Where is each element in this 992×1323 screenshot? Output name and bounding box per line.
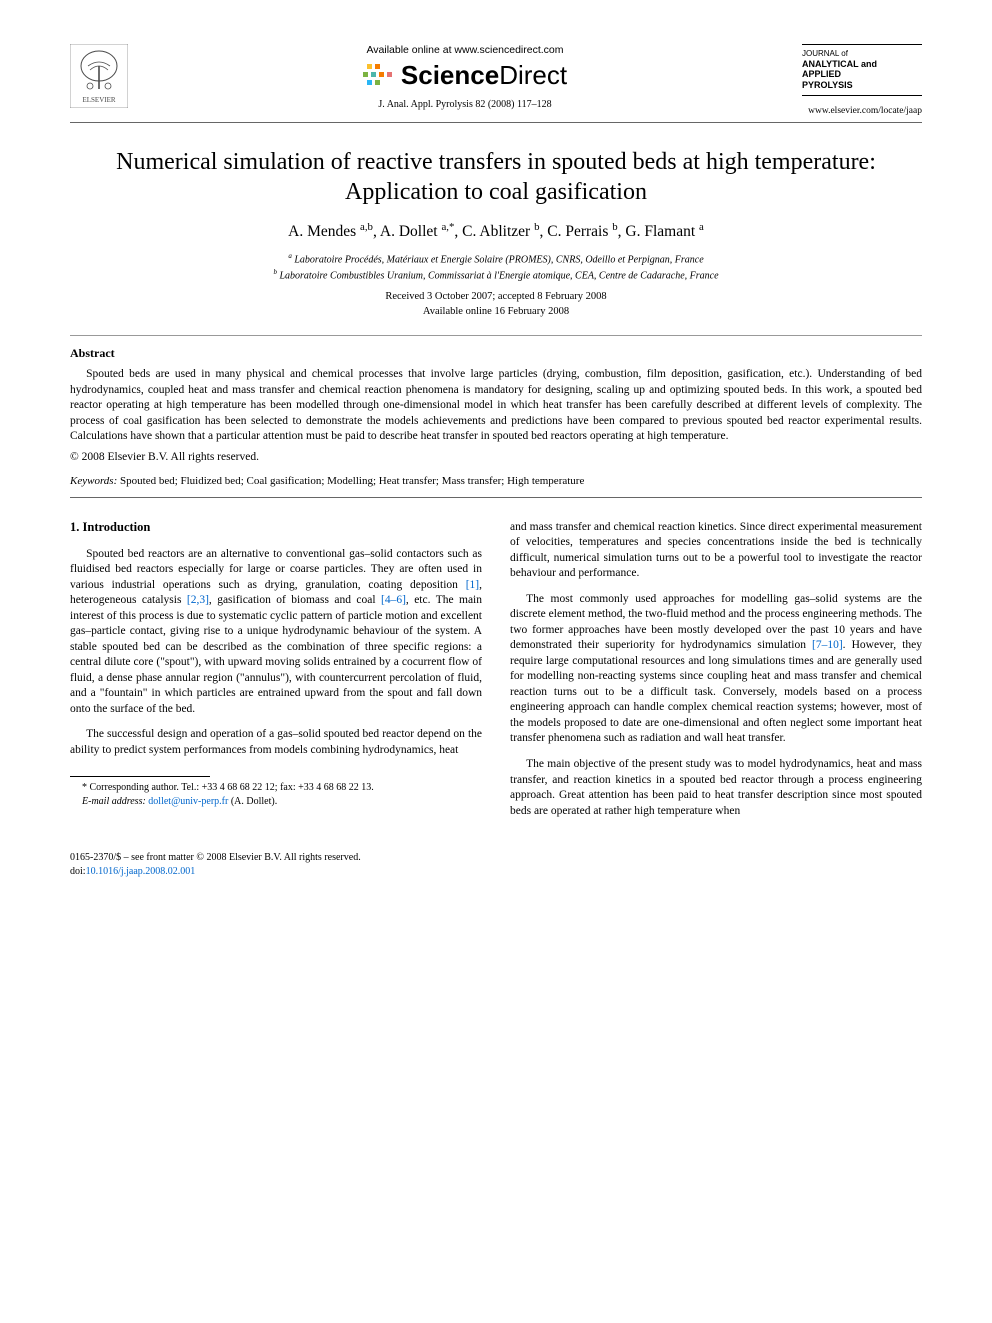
intro-para-1: Spouted bed reactors are an alternative … xyxy=(70,547,482,718)
affiliation-a: Laboratoire Procédés, Matériaux et Energ… xyxy=(294,254,703,265)
affiliation-b: Laboratoire Combustibles Uranium, Commis… xyxy=(279,271,718,282)
doi-label: doi: xyxy=(70,866,86,877)
footnote-line-1: * Corresponding author. Tel.: +33 4 68 6… xyxy=(70,781,482,795)
keywords-text: Spouted bed; Fluidized bed; Coal gasific… xyxy=(117,475,584,487)
intro-para-1-pre: Spouted bed reactors are an alternative … xyxy=(70,548,482,591)
keywords-line: Keywords: Spouted bed; Fluidized bed; Co… xyxy=(70,475,922,487)
elsevier-logo: ELSEVIER xyxy=(70,44,128,108)
footer-issn-doi: 0165-2370/$ – see front matter © 2008 El… xyxy=(70,851,361,878)
footnote-separator xyxy=(70,776,210,777)
dates-received: Received 3 October 2007; accepted 8 Febr… xyxy=(70,290,922,305)
issn-line: 0165-2370/$ – see front matter © 2008 El… xyxy=(70,851,361,865)
citation-line: J. Anal. Appl. Pyrolysis 82 (2008) 117–1… xyxy=(148,99,782,110)
right-column: and mass transfer and chemical reaction … xyxy=(510,520,922,829)
journal-logo-line-1: ANALYTICAL and xyxy=(802,59,922,70)
article-title: Numerical simulation of reactive transfe… xyxy=(70,147,922,207)
intro-para-3-post: . However, they require large computatio… xyxy=(510,639,922,744)
ref-link-1[interactable]: [1] xyxy=(466,579,479,591)
keywords-label: Keywords: xyxy=(70,475,117,487)
abstract-bottom-divider xyxy=(70,497,922,498)
header-divider xyxy=(70,122,922,123)
sciencedirect-dots-icon xyxy=(363,62,397,90)
email-link[interactable]: dollet@univ-perp.fr xyxy=(148,796,228,807)
corresponding-author-footnote: * Corresponding author. Tel.: +33 4 68 6… xyxy=(70,781,482,808)
abstract-heading: Abstract xyxy=(70,346,922,361)
body-two-columns: 1. Introduction Spouted bed reactors are… xyxy=(70,520,922,829)
intro-para-4: The main objective of the present study … xyxy=(510,757,922,819)
authors-line: A. Mendes a,b, A. Dollet a,*, C. Ablitze… xyxy=(70,221,922,241)
header-row: ELSEVIER Available online at www.science… xyxy=(70,44,922,116)
journal-logo-line-2: APPLIED xyxy=(802,69,922,80)
header-center: Available online at www.sciencedirect.co… xyxy=(128,44,802,110)
email-author-name: (A. Dollet). xyxy=(228,796,277,807)
ref-link-2-3[interactable]: [2,3] xyxy=(187,594,209,606)
intro-para-3: The most commonly used approaches for mo… xyxy=(510,592,922,747)
section-1-heading: 1. Introduction xyxy=(70,520,482,535)
sciencedirect-logo: ScienceDirect xyxy=(148,60,782,91)
journal-logo-line-0: JOURNAL of xyxy=(802,49,922,59)
abstract-body: Spouted beds are used in many physical a… xyxy=(70,367,922,445)
intro-para-2: The successful design and operation of a… xyxy=(70,727,482,758)
intro-para-1-mid2: , gasification of biomass and coal xyxy=(209,594,381,606)
dates-online: Available online 16 February 2008 xyxy=(70,305,922,320)
sciencedirect-text: ScienceDirect xyxy=(401,60,567,91)
left-column: 1. Introduction Spouted bed reactors are… xyxy=(70,520,482,829)
article-dates: Received 3 October 2007; accepted 8 Febr… xyxy=(70,290,922,319)
footer-row: 0165-2370/$ – see front matter © 2008 El… xyxy=(70,851,922,878)
journal-logo-line-3: PYROLYSIS xyxy=(802,80,922,91)
intro-para-2-cont: and mass transfer and chemical reaction … xyxy=(510,520,922,582)
available-online-line: Available online at www.sciencedirect.co… xyxy=(148,44,782,56)
email-label: E-mail address: xyxy=(82,796,146,807)
journal-logo: JOURNAL of ANALYTICAL and APPLIED PYROLY… xyxy=(802,44,922,96)
doi-link[interactable]: 10.1016/j.jaap.2008.02.001 xyxy=(86,866,196,877)
ref-link-7-10[interactable]: [7–10] xyxy=(812,639,843,651)
affiliations: a Laboratoire Procédés, Matériaux et Ene… xyxy=(70,251,922,284)
svg-text:ELSEVIER: ELSEVIER xyxy=(82,96,115,104)
abstract-top-divider xyxy=(70,335,922,336)
abstract-copyright: © 2008 Elsevier B.V. All rights reserved… xyxy=(70,451,922,463)
intro-para-1-post: , etc. The main interest of this process… xyxy=(70,594,482,715)
ref-link-4-6[interactable]: [4–6] xyxy=(381,594,406,606)
